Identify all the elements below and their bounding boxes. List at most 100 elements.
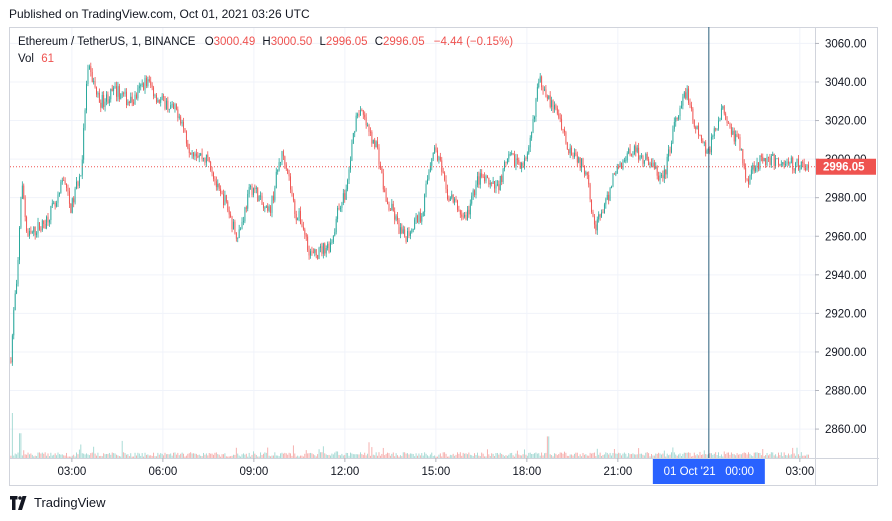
- volume-bar: [779, 455, 781, 458]
- candle-body: [154, 95, 156, 97]
- volume-bar: [559, 452, 561, 458]
- volume-bar: [13, 455, 15, 458]
- candle-body: [736, 134, 738, 137]
- brand-name[interactable]: TradingView: [34, 495, 106, 510]
- volume-bar: [484, 456, 486, 458]
- volume-bar: [310, 452, 311, 458]
- volume-bar: [476, 452, 478, 458]
- candle-body: [29, 230, 30, 236]
- candle-body: [651, 163, 652, 167]
- candle-body: [288, 173, 290, 177]
- volume-bar: [93, 446, 95, 458]
- volume-bar: [73, 454, 75, 458]
- candle-body: [245, 207, 247, 209]
- volume-bar: [578, 456, 580, 458]
- tradingview-logo-icon[interactable]: [9, 495, 29, 510]
- volume-bar: [117, 455, 119, 458]
- volume-bar: [203, 452, 204, 458]
- volume-bar: [653, 455, 655, 458]
- candle-body: [21, 185, 23, 199]
- candle-body: [434, 147, 436, 153]
- last-price-badge: 2996.05: [816, 158, 876, 175]
- candle-body: [233, 221, 234, 230]
- candle-body: [779, 164, 781, 166]
- candle-body: [76, 181, 77, 189]
- volume-bar: [494, 456, 496, 458]
- candle-body: [673, 121, 675, 129]
- candle-body: [63, 180, 65, 181]
- candle-body: [745, 167, 747, 179]
- price-chart[interactable]: 2860.00 2880.00 2900.00 2920.00 2940.00 2960.…: [9, 27, 879, 486]
- volume-bar: [556, 455, 558, 458]
- volume-bar: [379, 455, 381, 458]
- candle-body: [489, 183, 491, 185]
- candle-body: [698, 125, 700, 135]
- volume-bar: [243, 453, 244, 458]
- volume-bar: [668, 455, 670, 458]
- volume-bar: [738, 454, 739, 458]
- candle-body: [36, 233, 38, 235]
- volume-bar: [277, 455, 279, 458]
- candle-body: [311, 251, 313, 253]
- volume-bar: [469, 454, 471, 458]
- volume-bar: [173, 452, 175, 458]
- volume-bar: [387, 452, 389, 458]
- candle-body: [74, 188, 76, 203]
- candle-body: [481, 173, 483, 177]
- volume-bar: [136, 455, 137, 458]
- candle-body: [98, 92, 100, 103]
- candle-body: [506, 158, 508, 163]
- candle-body: [404, 229, 406, 237]
- volume-bar: [575, 452, 577, 458]
- volume-bar: [327, 455, 329, 458]
- volume-bar: [481, 452, 483, 458]
- volume-bar: [658, 452, 660, 458]
- time-axis[interactable]: 03:00 06:00 09:00 12:00 15:00 18:00 21:00 03:00: [9, 458, 879, 478]
- candle-body: [312, 252, 314, 254]
- volume-bar: [746, 454, 748, 458]
- volume-bar: [14, 453, 16, 458]
- candle-body: [789, 162, 791, 164]
- volume-bar: [742, 453, 744, 458]
- volume-bar: [700, 454, 702, 458]
- volume-bar: [24, 454, 26, 458]
- candle-body: [421, 215, 423, 222]
- volume-bar: [295, 456, 297, 458]
- volume-value: 61: [41, 53, 54, 65]
- volume-bar: [566, 455, 568, 458]
- volume-bar: [655, 453, 657, 458]
- volume-bar: [138, 453, 140, 458]
- volume-bar: [562, 453, 564, 458]
- price-axis[interactable]: 2860.00 2880.00 2900.00 2920.00 2940.00 2960.…: [815, 27, 867, 486]
- volume-bar: [81, 453, 83, 458]
- candle-body: [720, 108, 722, 120]
- volume-bar: [588, 455, 590, 458]
- candle-body: [71, 198, 73, 213]
- candle-body: [48, 220, 50, 223]
- candle-body: [529, 137, 531, 148]
- candle-body: [260, 195, 262, 197]
- candle-body: [369, 131, 371, 133]
- volume-bar: [432, 456, 434, 458]
- volume-bar: [104, 454, 106, 458]
- candle-body: [511, 153, 513, 155]
- volume-bar: [516, 450, 518, 458]
- volume-label[interactable]: Vol: [18, 53, 34, 65]
- volume-bar: [412, 453, 414, 458]
- volume-bar: [525, 454, 527, 458]
- volume-bar: [307, 453, 309, 458]
- candle-body: [140, 84, 142, 87]
- candle-body: [469, 203, 471, 215]
- candle-body: [114, 86, 116, 88]
- symbol-label[interactable]: Ethereum / TetherUS, 1, BINANCE: [18, 36, 196, 48]
- candle-body: [330, 242, 331, 252]
- volume-bar: [151, 455, 153, 458]
- volume-bar: [68, 456, 70, 458]
- volume-bar: [280, 453, 282, 458]
- volume-bar: [20, 433, 22, 458]
- candle-body: [168, 108, 170, 110]
- candle-body: [668, 149, 670, 157]
- candle-body: [703, 142, 705, 144]
- volume-bar: [685, 452, 687, 458]
- candle-body: [117, 86, 119, 97]
